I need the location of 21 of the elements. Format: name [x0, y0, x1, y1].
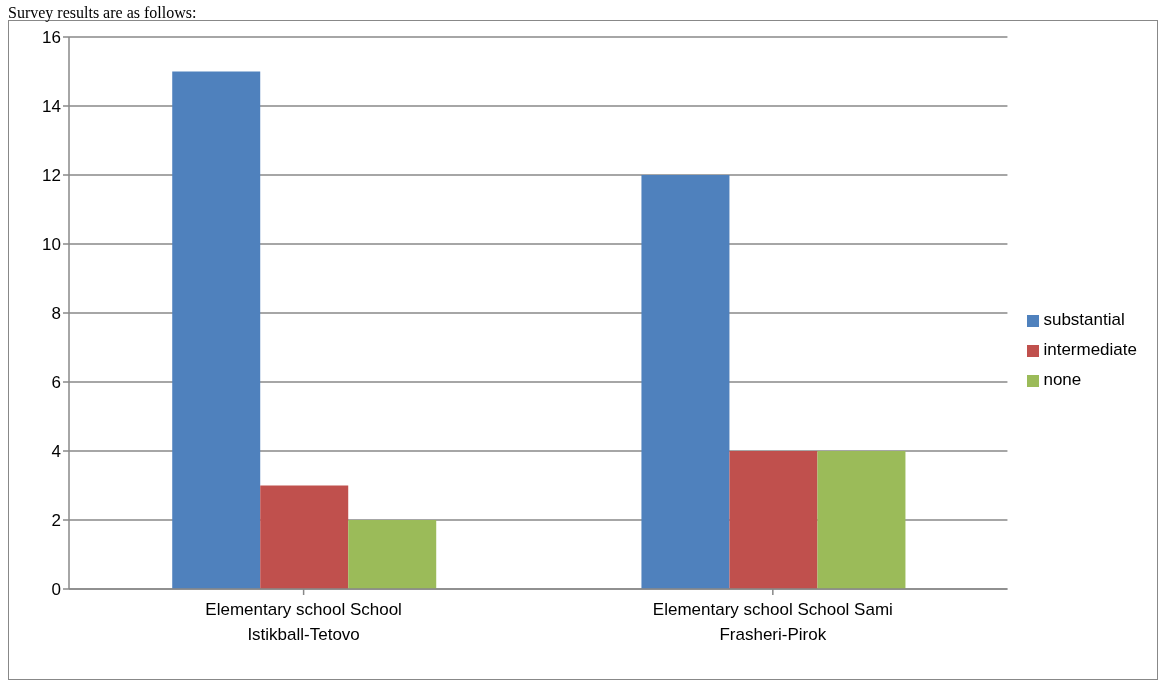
bar: [260, 485, 349, 589]
bar: [172, 71, 261, 589]
bar: [348, 520, 437, 589]
y-tick-label: 16: [42, 28, 61, 48]
x-tick-label: Elementary school School Sami Frasheri-Pirok: [652, 600, 893, 644]
y-tick-label: 10: [42, 235, 61, 255]
x-tick-label: Elementary school School Istikball-Tetovo: [205, 600, 402, 644]
legend-label: none: [1043, 370, 1082, 389]
bar: [729, 451, 818, 589]
y-tick-label: 2: [51, 511, 61, 531]
bar: [641, 175, 730, 589]
y-tick-label: 6: [51, 373, 61, 393]
legend-label: substantial: [1043, 310, 1125, 329]
y-tick-label: 12: [42, 166, 61, 186]
y-tick-label: 0: [51, 580, 61, 600]
bar: [817, 451, 906, 589]
legend-label: intermediate: [1043, 340, 1137, 359]
y-tick-label: 4: [51, 442, 61, 462]
y-tick-label: 8: [51, 304, 61, 324]
chart-title: Survey results are as follows:: [8, 4, 198, 21]
y-tick-label: 14: [42, 97, 61, 117]
